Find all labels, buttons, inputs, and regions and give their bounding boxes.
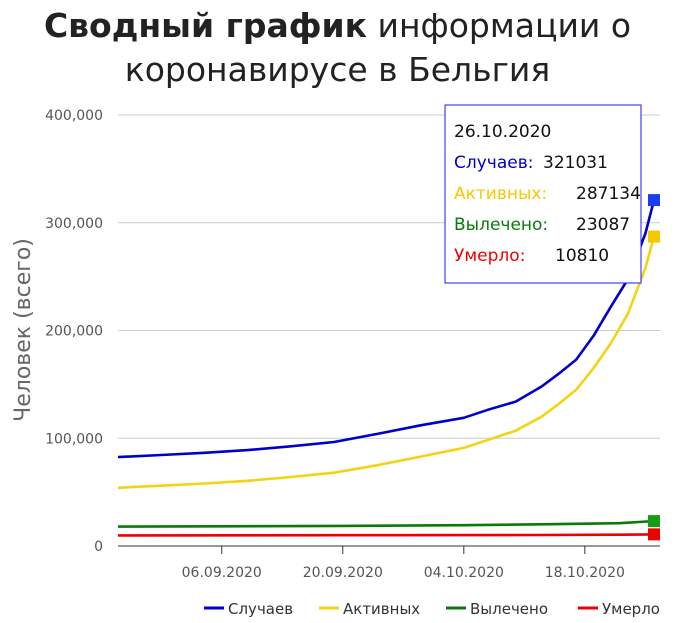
tooltip: 26.10.2020 Случаев: 321031 Активных: 287134 В… [444,104,642,284]
legend-label: Умерло [602,600,660,618]
chart-title: Сводный график информации о коронавирусе… [0,4,675,92]
x-tick-label: 06.09.2020 [182,565,262,581]
series-end-marker [648,194,660,207]
y-axis-label: Человек (всего) [11,238,36,422]
tooltip-box [444,104,642,284]
legend-label: Случаев [228,600,293,618]
y-tick-label: 200,000 [45,324,103,340]
tooltip-row-value: 287134 [576,184,641,204]
chart-title-bold: Сводный график [43,6,368,45]
tooltip-row-label: Случаев: [454,153,533,173]
y-tick-label: 0 [94,539,103,555]
tooltip-date: 26.10.2020 [454,122,551,142]
tooltip-row-value: 321031 [543,153,608,173]
chart-title-rest: информации о [367,6,632,45]
series-line [117,519,655,528]
series-end-markers [648,194,660,541]
series-end-marker [648,230,660,243]
legend: Случаев Активных Вылечено Умерло [204,600,660,618]
legend-label: Активных [343,600,420,618]
tooltip-row-label: Активных: [454,184,547,204]
tooltip-row-label: Умерло: [454,246,525,266]
tooltip-row-value: 23087 [576,215,630,235]
x-tick-label: 04.10.2020 [424,565,504,581]
legend-label: Вылечено [470,600,548,618]
chart-title-line2: коронавирусе в Бельгия [124,50,551,89]
x-axis-ticks: 06.09.2020 20.09.2020 04.10.2020 18.10.2020 [182,546,625,581]
x-tick-label: 20.09.2020 [303,565,383,581]
series-end-marker [648,515,660,528]
series-lines [117,199,656,537]
tooltip-row-label: Вылечено: [454,215,548,235]
y-axis-ticks: 0 100,000 200,000 300,000 400,000 [45,108,103,555]
x-tick-label: 18.10.2020 [545,565,625,581]
y-tick-label: 400,000 [45,108,103,124]
series-line [117,533,655,537]
series-line [117,236,656,490]
y-tick-label: 100,000 [45,431,103,447]
y-tick-label: 300,000 [45,216,103,232]
tooltip-row-value: 10810 [555,246,609,266]
series-end-marker [648,528,660,541]
series-line [117,199,656,459]
